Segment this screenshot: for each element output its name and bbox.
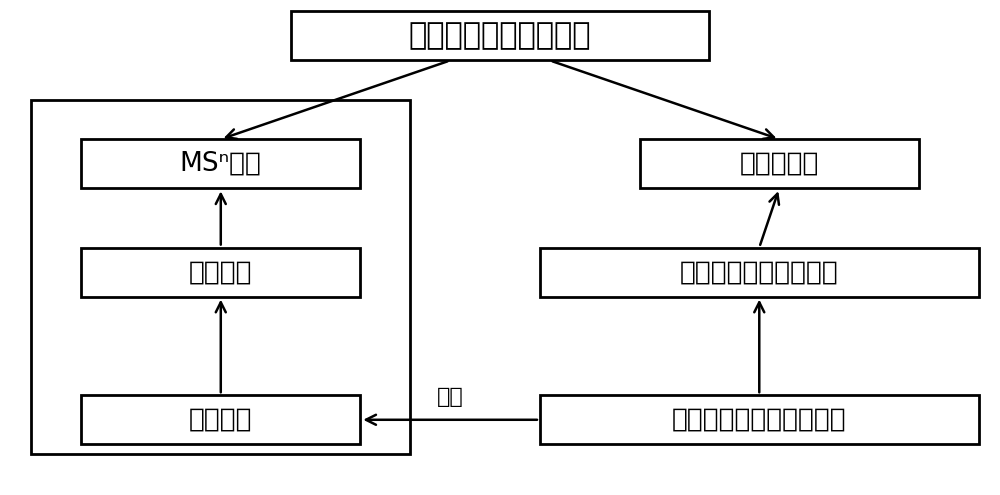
FancyBboxPatch shape (540, 248, 979, 297)
FancyBboxPatch shape (81, 248, 360, 297)
Text: 诊断离子: 诊断离子 (189, 259, 253, 285)
FancyBboxPatch shape (81, 139, 360, 189)
Text: 验证: 验证 (437, 388, 464, 407)
Text: MSⁿ谱图: MSⁿ谱图 (180, 151, 262, 177)
FancyBboxPatch shape (640, 139, 919, 189)
FancyBboxPatch shape (291, 11, 709, 60)
FancyBboxPatch shape (31, 100, 410, 454)
Text: 结构确证: 结构确证 (189, 407, 253, 433)
Text: 脂肪酰含碳数和不饱和度: 脂肪酰含碳数和不饱和度 (672, 407, 847, 433)
FancyBboxPatch shape (81, 395, 360, 445)
Text: 脂质成分的提取和检测: 脂质成分的提取和检测 (409, 21, 591, 50)
Text: 精确质量数: 精确质量数 (740, 151, 819, 177)
FancyBboxPatch shape (540, 395, 979, 445)
Text: 预测分子式及不饱和度: 预测分子式及不饱和度 (680, 259, 839, 285)
